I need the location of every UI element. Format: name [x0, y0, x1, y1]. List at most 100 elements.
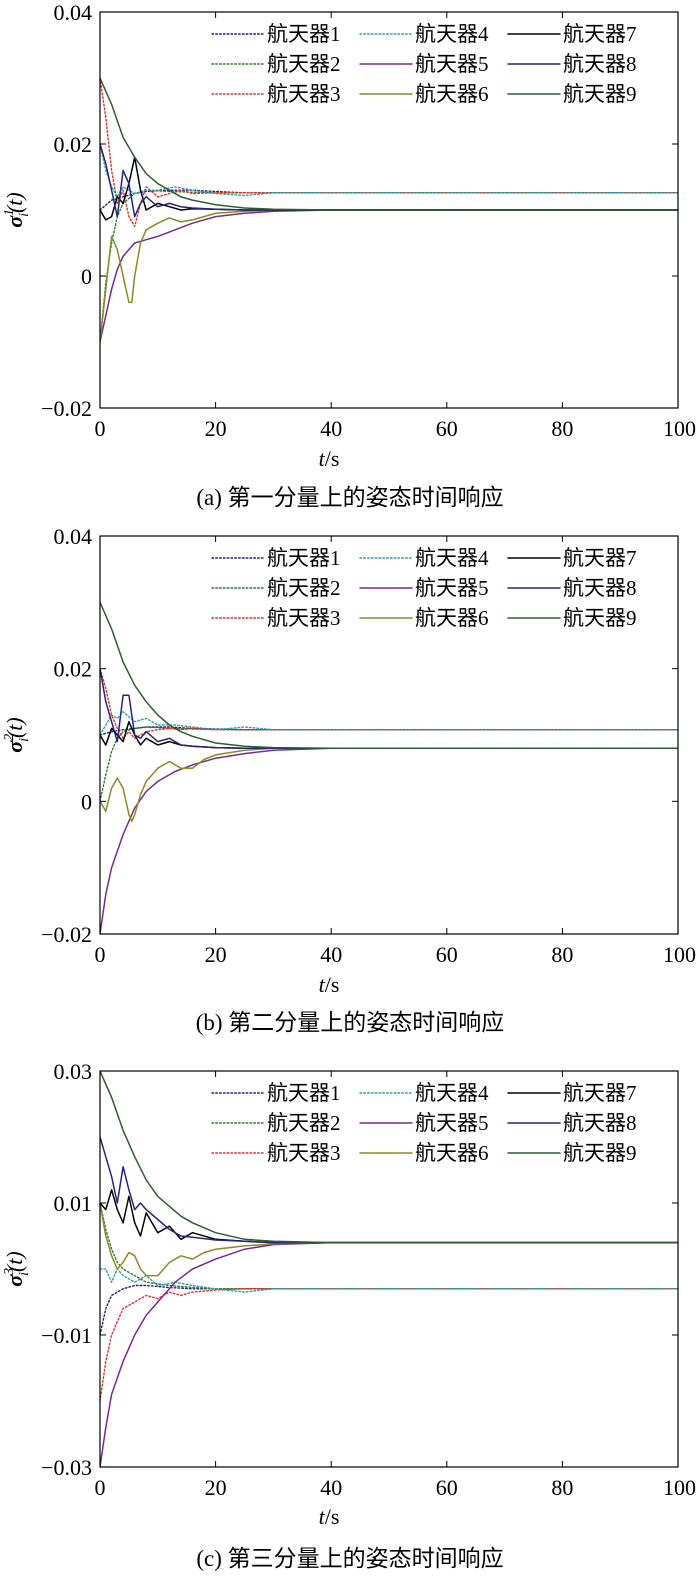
series-line-5	[100, 747, 678, 934]
series-line-3	[100, 1288, 678, 1402]
legend-label: 航天器2	[267, 52, 341, 76]
legend: 航天器1 航天器2 航天器3 航天器4 航天器5 航天器6 航天器7 航天器8 航天器9	[211, 1081, 637, 1165]
series-line-2	[100, 726, 678, 802]
legend-label: 航天器1	[267, 22, 341, 46]
legend-item-3: 航天器3	[211, 606, 341, 630]
legend-item-3: 航天器3	[211, 82, 341, 106]
legend-label: 航天器3	[267, 606, 341, 630]
panel-caption: (c) 第三分量上的姿态时间响应	[196, 1546, 503, 1571]
plot-frame	[99, 1070, 679, 1468]
y-tick-label: 0	[81, 789, 92, 814]
legend-item-1: 航天器1	[211, 546, 341, 570]
legend-label: 航天器7	[563, 22, 637, 46]
x-tick-label: 40	[320, 416, 342, 441]
series-line-9	[100, 601, 678, 750]
legend-label: 航天器9	[563, 1141, 637, 1165]
legend-item-8: 航天器8	[507, 576, 637, 600]
series-line-2	[100, 1202, 678, 1290]
legend-label: 航天器9	[563, 606, 637, 630]
y-tick-label: 0.01	[54, 1191, 93, 1216]
legend-item-5: 航天器5	[359, 1111, 489, 1135]
x-tick-label: 80	[551, 1475, 573, 1500]
x-tick-label: 0	[95, 1475, 106, 1500]
x-tick-label: 60	[436, 416, 458, 441]
series-group	[100, 77, 678, 343]
x-tick-label: 20	[205, 942, 227, 967]
y-axis-label: σ1i(t)	[2, 192, 32, 228]
legend-item-2: 航天器2	[211, 576, 341, 600]
x-tick-label: 20	[205, 1475, 227, 1500]
legend-label: 航天器1	[267, 546, 341, 570]
x-tick-label: 40	[320, 1475, 342, 1500]
chart-panel-3: 0 20 40 60 80 100 −0.03 −0.01 0.01 0.03 σ3i(t) t/s (…	[2, 1059, 696, 1571]
legend-label: 航天器6	[415, 1141, 489, 1165]
legend-item-4: 航天器4	[359, 22, 489, 46]
legend-item-2: 航天器2	[211, 1111, 341, 1135]
x-tick-label: 60	[436, 1475, 458, 1500]
legend-item-1: 航天器1	[211, 1081, 341, 1105]
x-tick-label: 100	[663, 416, 696, 441]
series-line-5	[100, 209, 678, 343]
legend-label: 航天器4	[415, 22, 489, 46]
series-line-8	[100, 667, 678, 750]
legend-item-8: 航天器8	[507, 52, 637, 76]
legend-item-9: 航天器9	[507, 606, 637, 630]
y-axis-label: σ3i(t)	[2, 1251, 32, 1287]
series-line-5	[100, 1241, 678, 1467]
x-tick-label: 80	[551, 416, 573, 441]
legend-item-4: 航天器4	[359, 546, 489, 570]
legend-label: 航天器5	[415, 576, 489, 600]
legend-label: 航天器4	[415, 546, 489, 570]
series-group	[100, 601, 678, 934]
legend-label: 航天器8	[563, 1111, 637, 1135]
legend-item-6: 航天器6	[359, 606, 489, 630]
x-tick-label: 40	[320, 942, 342, 967]
legend-label: 航天器6	[415, 82, 489, 106]
legend-item-2: 航天器2	[211, 52, 341, 76]
legend-item-8: 航天器8	[507, 1111, 637, 1135]
legend-label: 航天器5	[415, 1111, 489, 1135]
legend-item-7: 航天器7	[507, 546, 637, 570]
y-tick-label: 0	[81, 264, 92, 289]
legend-item-6: 航天器6	[359, 1141, 489, 1165]
series-line-6	[100, 747, 678, 822]
series-group	[100, 1071, 678, 1467]
y-axis-label: σ2i(t)	[2, 717, 32, 753]
legend-label: 航天器2	[267, 576, 341, 600]
series-line-9	[100, 1071, 678, 1244]
y-tick-label: −0.02	[41, 922, 92, 947]
legend-label: 航天器1	[267, 1081, 341, 1105]
plot-frame	[99, 535, 679, 935]
legend-item-9: 航天器9	[507, 82, 637, 106]
legend-label: 航天器3	[267, 82, 341, 106]
panel-caption: (a) 第一分量上的姿态时间响应	[196, 485, 503, 510]
legend-label: 航天器8	[563, 52, 637, 76]
y-tick-label: −0.01	[41, 1323, 92, 1348]
series-line-1	[100, 1284, 678, 1336]
legend-label: 航天器7	[563, 1081, 637, 1105]
legend-item-7: 航天器7	[507, 22, 637, 46]
legend-label: 航天器5	[415, 52, 489, 76]
x-tick-label: 80	[551, 942, 573, 967]
legend-label: 航天器2	[267, 1111, 341, 1135]
legend-label: 航天器3	[267, 1141, 341, 1165]
legend-label: 航天器4	[415, 1081, 489, 1105]
y-tick-label: 0.04	[54, 0, 93, 25]
legend-item-4: 航天器4	[359, 1081, 489, 1105]
series-line-9	[100, 77, 678, 211]
x-axis-label: t/s	[319, 446, 340, 471]
y-tick-label: 0.03	[54, 1059, 93, 1084]
x-tick-label: 20	[205, 416, 227, 441]
series-line-2	[100, 189, 678, 343]
legend-label: 航天器9	[563, 82, 637, 106]
legend-item-1: 航天器1	[211, 22, 341, 46]
plot-frame	[99, 11, 679, 409]
legend-item-7: 航天器7	[507, 1081, 637, 1105]
legend-item-6: 航天器6	[359, 82, 489, 106]
legend: 航天器1 航天器2 航天器3 航天器4 航天器5 航天器6 航天器7 航天器8 航天器9	[211, 546, 637, 630]
series-line-7	[100, 1189, 678, 1244]
series-line-4	[100, 711, 678, 736]
